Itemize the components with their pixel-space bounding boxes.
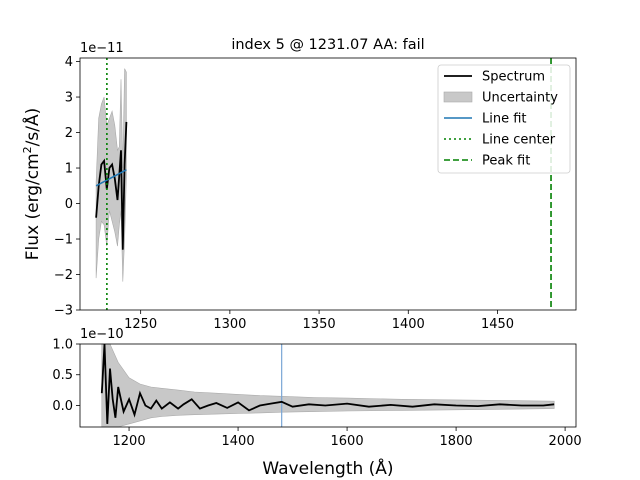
legend-label-spectrum: Spectrum	[482, 70, 545, 85]
y-axis-label-sup: 2	[21, 146, 34, 153]
top-axis-ticks: 1250 1300 1350 1400 1450 −3 −2 −1 0 1 2 3 4	[54, 55, 514, 332]
top-ytick-label: −1	[54, 233, 73, 248]
bottom-series-layer	[100, 343, 555, 424]
top-ytick-label: −2	[54, 268, 73, 283]
legend: Spectrum Uncertainty Line fit Line center Pe…	[437, 64, 571, 174]
top-ytick-label: 0	[65, 197, 73, 212]
y-axis-label: Flux (erg/cm2/s/Å)	[21, 108, 43, 261]
top-ytick-label: 2	[65, 126, 73, 141]
bot-xtick-label: 1400	[222, 434, 255, 449]
bot-uncertainty-area	[101, 343, 555, 428]
bottom-uncertainty-band	[101, 343, 555, 428]
bot-ytick-label: 1.0	[52, 338, 73, 353]
uncertainty-band	[95, 68, 127, 282]
x-axis-label: Wavelength (Å)	[262, 457, 393, 479]
top-ytick-label: 4	[65, 55, 73, 70]
top-ytick-label: 3	[65, 91, 73, 106]
top-series-line-fit	[95, 169, 127, 187]
bot-ytick-label: 0.5	[52, 368, 73, 383]
top-series-spectrum	[95, 121, 128, 250]
y-axis-label-main: Flux (erg/cm	[23, 153, 43, 260]
top-uncertainty-area	[95, 68, 127, 282]
chart-title: index 5 @ 1231.07 AA: fail	[231, 37, 424, 53]
bot-ytick-label: 0.0	[52, 399, 73, 414]
bottom-axis-ticks: 1200 1400 1600 1800 2000 0.0 0.5 1.0	[52, 338, 581, 450]
top-y-offset-label: 1e−11	[80, 41, 124, 56]
top-xtick-label: 1400	[392, 317, 425, 332]
legend-label-uncertainty: Uncertainty	[482, 91, 558, 106]
top-series-layer	[95, 121, 128, 250]
legend-label-line-center: Line center	[482, 133, 556, 148]
top-ytick-label: 1	[65, 162, 73, 177]
top-plot-frame	[79, 57, 577, 311]
bot-xtick-label: 1600	[331, 434, 364, 449]
legend-label-line-fit: Line fit	[482, 112, 527, 127]
bot-xtick-label: 1200	[113, 434, 146, 449]
bottom-y-offset-label: 1e−10	[80, 327, 124, 342]
legend-key-uncertainty	[443, 91, 473, 103]
top-xtick-label: 1300	[213, 317, 246, 332]
bot-xtick-label: 2000	[549, 434, 582, 449]
bottom-plot-frame	[79, 343, 577, 428]
y-axis-label-rest: /s/Å)	[21, 108, 43, 147]
bot-xtick-label: 1800	[440, 434, 473, 449]
bot-series-spectrum	[100, 343, 555, 424]
top-xtick-label: 1250	[124, 317, 157, 332]
top-xtick-label: 1350	[303, 317, 336, 332]
legend-label-peak-fit: Peak fit	[482, 154, 530, 169]
top-ytick-label: −3	[54, 304, 73, 319]
top-xtick-label: 1450	[481, 317, 514, 332]
